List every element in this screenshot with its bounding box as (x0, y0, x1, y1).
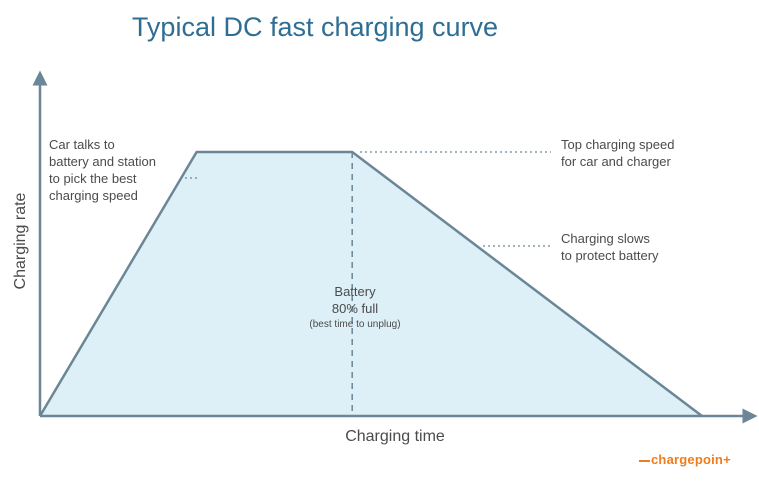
top-right-annotation-line: for car and charger (561, 154, 671, 169)
curve-area (40, 152, 702, 416)
battery-percent-label: 80% full (331, 301, 379, 316)
top-right-annotation-line: Top charging speed (561, 137, 675, 152)
y-axis-label: Charging rate (12, 192, 29, 290)
mid-right-annotation-line: to protect battery (561, 248, 659, 263)
chargepoint-logo: chargepoin+ (639, 452, 731, 467)
left-annotation-line: Car talks to (49, 137, 115, 152)
left-annotation-line: charging speed (49, 188, 138, 203)
logo-dash (639, 459, 650, 462)
left-annotation-line: to pick the best (49, 171, 137, 186)
top-right-annotation: Top charging speed for car and charger (561, 136, 674, 170)
left-annotation-line: battery and station (49, 154, 156, 169)
logo-text: chargepoin+ (651, 452, 731, 467)
mid-right-annotation-line: Charging slows (561, 231, 650, 246)
battery-note: (best time to unplug) (309, 319, 401, 330)
x-axis-label: Charging time (345, 428, 445, 445)
left-annotation: Car talks to battery and station to pick… (49, 136, 156, 204)
battery-label: Battery (334, 284, 376, 299)
chart-title: Typical DC fast charging curve (131, 12, 499, 42)
curve-line (38, 150, 703, 417)
mid-right-annotation: Charging slows to protect battery (561, 230, 659, 264)
